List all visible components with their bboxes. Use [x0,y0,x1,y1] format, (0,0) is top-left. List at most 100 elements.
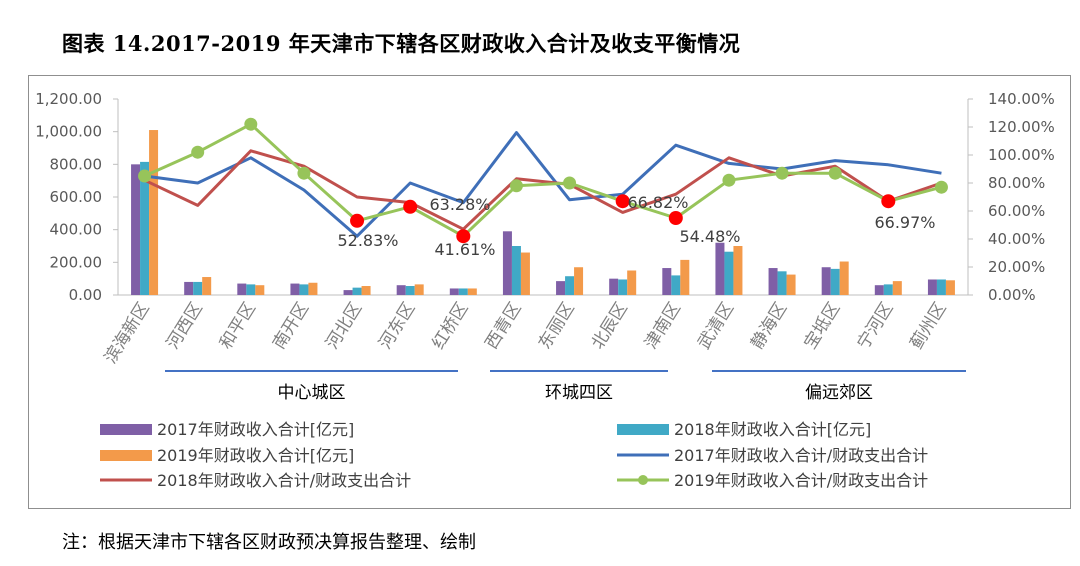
category-label: 宁河区 [854,299,898,353]
bar-bar2017 [502,231,512,295]
group-label: 环城四区 [545,383,613,403]
bar-bar2018 [458,288,468,295]
highlight-point [668,211,683,225]
left-tick-label: 0.00 [69,286,102,304]
source-note: 注：根据天津市下辖各区财政预决算报告整理、绘制 [62,532,476,553]
bar-bar2019 [467,288,477,295]
category-label: 西青区 [482,299,526,353]
category-label: 武清区 [694,299,738,353]
data-label: 52.83% [337,231,398,250]
right-tick-label: 100.00% [988,146,1055,164]
bar-bar2019 [680,259,690,295]
legend-label: 2019年财政收入合计[亿元] [157,446,354,465]
line-line2019 [143,122,942,238]
bar-bar2019 [786,274,796,295]
point-line2019 [138,169,152,183]
point-line2019 [244,117,258,131]
legend-swatch-bar2018 [617,424,669,435]
bar-bar2018 [299,284,309,295]
bar-bar2017 [396,285,406,295]
left-tick-label: 200.00 [50,253,103,271]
bar-bar2018 [352,287,362,295]
right-tick-label: 80.00% [988,174,1045,192]
data-label: 54.48% [679,227,740,246]
left-tick-label: 800.00 [50,155,103,173]
bar-bar2018 [883,284,893,295]
category-label: 南开区 [269,299,313,353]
bar-bar2017 [768,268,778,295]
bar-bar2018 [618,279,628,295]
bar-bar2017 [609,278,619,295]
right-tick-label: 60.00% [988,202,1045,220]
right-tick-label: 140.00% [988,90,1055,108]
bar-bar2017 [449,288,459,295]
point-line2019 [297,166,311,180]
bar-bar2019 [945,280,955,295]
right-tick-label: 0.00% [988,286,1036,304]
highlight-point [350,213,365,228]
chart-title: 图表 14.2017-2019 年天津市下辖各区财政收入合计及收支平衡情况 [62,31,741,56]
legend-swatch-bar2019 [100,450,152,461]
category-label: 宝坻区 [800,299,844,353]
legend-label: 2018年财政收入合计[亿元] [674,420,871,439]
point-line2019 [828,166,842,180]
chart-frame [28,75,1071,509]
category-label: 河西区 [163,299,207,353]
bar-bar2018 [405,286,415,295]
bar-bar2017 [874,285,884,295]
highlight-point [403,199,418,214]
right-tick-label: 120.00% [988,118,1055,136]
legend-marker-line2019 [638,475,648,485]
bar-bar2019 [520,252,530,295]
category-label: 静海区 [747,299,791,353]
bar-bar2018 [246,284,256,295]
point-line2019 [775,166,789,180]
category-label: 津南区 [641,299,685,353]
category-label: 河北区 [322,299,366,353]
bar-bar2017 [237,283,247,295]
bar-bar2017 [184,281,194,295]
point-line2019 [563,176,577,190]
category-label: 滨海新区 [101,299,154,367]
bar-bar2017 [290,283,300,295]
bar-bar2019 [414,284,424,295]
bar-bar2018 [724,251,734,295]
bar-bar2019 [255,285,265,295]
bar-bar2018 [777,271,787,295]
right-tick-label: 40.00% [988,230,1045,248]
bar-bar2017 [715,242,725,295]
point-line2019 [934,180,948,194]
legend-label: 2019年财政收入合计/财政支出合计 [674,471,928,490]
data-label: 41.61% [434,240,495,259]
bar-bar2018 [193,281,203,295]
bar-bar2017 [821,267,831,295]
bar-bar2019 [733,246,743,295]
point-line2019 [509,179,523,193]
bar-bar2019 [627,270,637,295]
left-tick-label: 1,200.00 [35,90,102,108]
left-tick-label: 400.00 [50,221,103,239]
bar-bar2019 [202,277,212,295]
left-tick-label: 1,000.00 [35,123,102,141]
category-label: 北辰区 [588,299,632,353]
bar-bar2018 [511,246,521,295]
legend-label: 2017年财政收入合计/财政支出合计 [674,446,928,465]
bar-bar2018 [830,268,840,295]
bar-bar2018 [140,161,150,295]
bar-bar2017 [131,164,141,295]
point-line2019 [722,173,736,187]
line-line2017 [144,131,942,238]
data-label: 63.28% [429,195,490,214]
data-label: 66.82% [627,193,688,212]
category-label: 东丽区 [535,299,579,353]
bar-bar2018 [671,275,681,295]
category-label: 河东区 [375,299,419,353]
bar-bar2017 [662,268,672,295]
data-label: 66.97% [874,213,935,232]
right-tick-label: 20.00% [988,258,1045,276]
bar-bar2019 [574,267,584,295]
category-label: 和平区 [216,299,260,353]
highlight-point [615,194,630,209]
category-label: 红桥区 [429,299,473,353]
